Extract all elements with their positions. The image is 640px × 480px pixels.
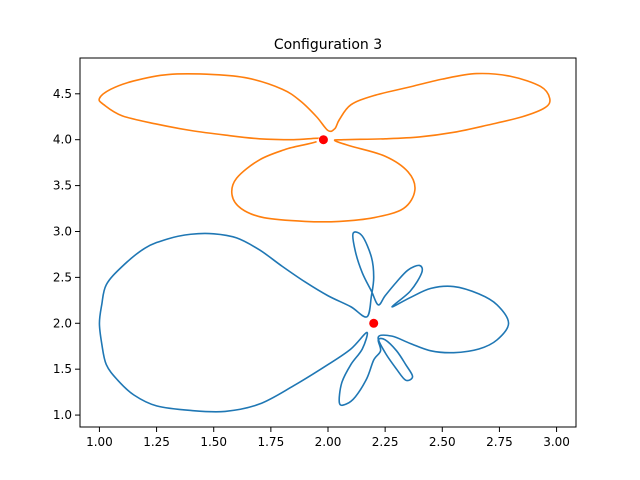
y-axis: 1.0 1.5 2.0 2.5 3.0 3.5 4.0 4.5 bbox=[53, 87, 80, 422]
chart-title: Configuration 3 bbox=[274, 37, 382, 53]
curves-layer bbox=[98, 72, 551, 413]
x-tick-label: 1.50 bbox=[200, 435, 227, 449]
plot-frame bbox=[79, 57, 577, 428]
y-tick-label: 1.5 bbox=[53, 362, 72, 376]
x-tick-label: 1.00 bbox=[86, 435, 113, 449]
x-tick-label: 2.75 bbox=[486, 435, 513, 449]
markers-layer bbox=[318, 135, 379, 328]
y-tick-label: 1.0 bbox=[53, 408, 72, 422]
x-tick-label: 1.75 bbox=[257, 435, 284, 449]
x-tick-label: 2.00 bbox=[315, 435, 342, 449]
y-tick-label: 2.5 bbox=[53, 270, 72, 284]
x-tick-label: 1.25 bbox=[143, 435, 170, 449]
y-tick-label: 4.0 bbox=[53, 133, 72, 147]
point-marker-2 bbox=[318, 135, 328, 145]
x-axis: 1.00 1.25 1.50 1.75 2.00 2.25 2.50 2.75 3.00 bbox=[86, 427, 570, 449]
point-marker-1 bbox=[369, 318, 379, 328]
x-tick-label: 2.50 bbox=[429, 435, 456, 449]
x-tick-label: 2.25 bbox=[372, 435, 399, 449]
y-tick-label: 4.5 bbox=[53, 87, 72, 101]
x-tick-label: 3.00 bbox=[543, 435, 570, 449]
y-tick-label: 3.5 bbox=[53, 179, 72, 193]
series-line-1 bbox=[98, 231, 510, 413]
y-tick-label: 3.0 bbox=[53, 224, 72, 238]
series-line-2 bbox=[98, 72, 551, 223]
y-tick-label: 2.0 bbox=[53, 316, 72, 330]
